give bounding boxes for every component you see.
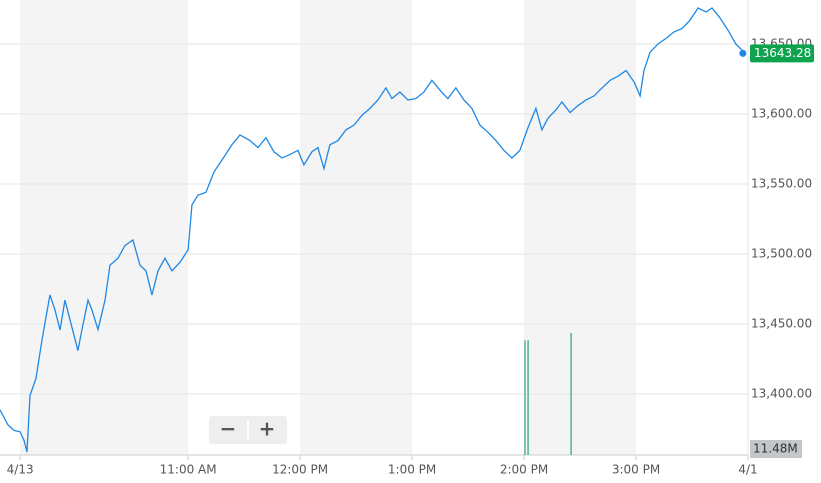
last-value-label: 13643.28 [754,46,811,60]
x-tick-label: 11:00 AM [160,463,217,477]
y-tick-label: 13,400.00 [751,386,812,400]
x-tick-label: 4/13 [7,463,34,477]
volume-label-box [750,440,802,458]
zoom-controls: − + [209,416,287,444]
x-tick-label: 1:00 PM [388,463,436,477]
time-band [300,0,413,455]
x-tick-label: 3:00 PM [612,463,660,477]
zoom-in-button[interactable]: + [259,417,276,441]
last-value-box [750,44,814,63]
time-band [20,0,189,455]
y-tick-label: 13,600.00 [751,106,812,120]
zoom-out-button[interactable]: − [220,417,237,441]
last-point [739,49,747,57]
y-tick-label: 13,450.00 [751,316,812,330]
volume-label: 11.48M [753,442,798,456]
x-tick-label: 2:00 PM [500,463,548,477]
y-tick-label: 13,550.00 [751,176,812,190]
x-tick-label: 12:00 PM [272,463,328,477]
price-line [0,7,744,453]
time-band [524,0,637,455]
y-tick-label: 13,500.00 [751,246,812,260]
x-tick-label: 4/1 [738,463,757,477]
